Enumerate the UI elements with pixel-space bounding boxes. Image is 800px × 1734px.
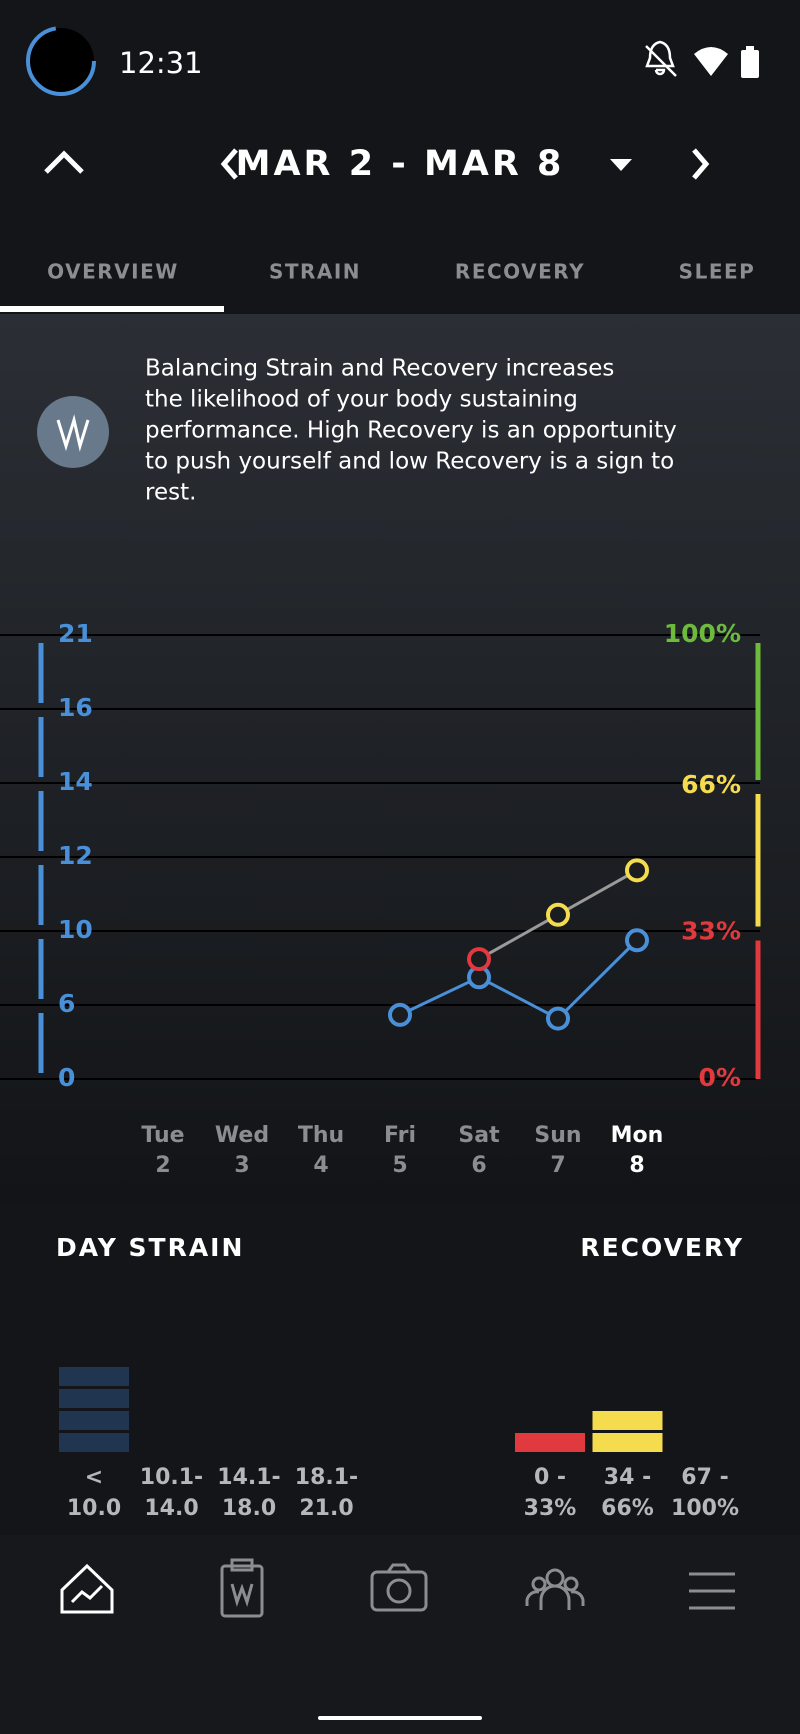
data-point bbox=[467, 947, 491, 972]
bin-block bbox=[59, 1367, 129, 1386]
x-tick-date: 6 bbox=[471, 1153, 486, 1178]
bin-label: 10.1- bbox=[140, 1465, 203, 1490]
nav-team[interactable] bbox=[525, 1568, 585, 1610]
data-point bbox=[546, 902, 570, 927]
x-tick-date: 8 bbox=[629, 1153, 644, 1178]
section-title: DAY STRAIN bbox=[56, 1233, 244, 1262]
nav-bar bbox=[0, 1535, 800, 1734]
data-point bbox=[625, 928, 649, 953]
bin-label: 14.1- bbox=[217, 1465, 280, 1490]
y-tick-label: 0 bbox=[58, 1063, 75, 1092]
info-text: rest. bbox=[145, 480, 196, 506]
section-title: RECOVERY bbox=[580, 1233, 744, 1262]
x-tick-label: Mon bbox=[611, 1123, 664, 1148]
x-tick-label: Wed bbox=[215, 1123, 269, 1148]
bin-label: 33% bbox=[524, 1496, 577, 1521]
data-point bbox=[625, 858, 649, 883]
y2-tick-label: 33% bbox=[681, 916, 741, 945]
data-point bbox=[388, 1002, 412, 1027]
bin-label: 18.1- bbox=[295, 1465, 358, 1490]
nav-journal[interactable] bbox=[220, 1558, 264, 1618]
tab[interactable]: SLEEP bbox=[679, 260, 756, 284]
panel-bg bbox=[0, 314, 800, 1204]
next-week[interactable] bbox=[692, 148, 710, 180]
x-tick-date: 3 bbox=[234, 1153, 249, 1178]
home-indicator bbox=[318, 1716, 482, 1720]
bin-label: 14.0 bbox=[144, 1496, 198, 1521]
x-tick-label: Tue bbox=[141, 1123, 184, 1148]
x-tick-date: 7 bbox=[550, 1153, 565, 1178]
tab[interactable]: OVERVIEW bbox=[47, 260, 179, 284]
tab[interactable]: STRAIN bbox=[269, 260, 361, 284]
y-tick-label: 12 bbox=[58, 841, 93, 870]
bin-block bbox=[59, 1433, 129, 1452]
x-tick-date: 4 bbox=[313, 1153, 328, 1178]
info-text: the likelihood of your body sustaining bbox=[145, 387, 578, 413]
status-icons bbox=[645, 40, 759, 78]
nav-menu[interactable] bbox=[689, 1572, 735, 1610]
x-tick-label: Thu bbox=[298, 1123, 344, 1148]
info-text: to push yourself and low Recovery is a s… bbox=[145, 449, 674, 475]
bin-label: 66% bbox=[601, 1496, 654, 1521]
x-tick-label: Sun bbox=[534, 1123, 581, 1148]
bin-bar bbox=[59, 1367, 129, 1452]
x-tick-label: Fri bbox=[384, 1123, 416, 1148]
whoop-icon bbox=[37, 396, 109, 468]
y2-tick-label: 0% bbox=[699, 1063, 741, 1092]
x-tick-label: Sat bbox=[458, 1123, 500, 1148]
y-tick-label: 6 bbox=[58, 989, 75, 1018]
bin-block bbox=[59, 1411, 129, 1430]
date-range[interactable]: MAR 2 - MAR 8 bbox=[236, 144, 565, 184]
bin-label: 67 - bbox=[681, 1465, 728, 1490]
y2-tick-label: 100% bbox=[664, 619, 741, 648]
bin-label: 34 - bbox=[604, 1465, 651, 1490]
tab[interactable]: RECOVERY bbox=[455, 260, 585, 284]
y-tick-label: 21 bbox=[58, 619, 93, 648]
y-tick-label: 14 bbox=[58, 767, 93, 796]
bin-block bbox=[592, 1433, 663, 1452]
tab-underline bbox=[0, 306, 224, 312]
bin-block bbox=[59, 1389, 129, 1408]
y-tick-label: 10 bbox=[58, 915, 93, 944]
bin-label: 10.0 bbox=[67, 1496, 121, 1521]
collapse-button[interactable] bbox=[44, 150, 84, 174]
bin-label: 21.0 bbox=[299, 1496, 353, 1521]
strain-ring bbox=[26, 26, 96, 96]
nav-home[interactable] bbox=[60, 1563, 114, 1614]
bin-label: < bbox=[85, 1465, 103, 1490]
info-text: Balancing Strain and Recovery increases bbox=[145, 356, 614, 382]
prev-week[interactable] bbox=[220, 148, 238, 180]
series-line bbox=[399, 939, 639, 1021]
nav-camera[interactable] bbox=[370, 1563, 428, 1612]
info-text: performance. High Recovery is an opportu… bbox=[145, 418, 677, 444]
bin-label: 18.0 bbox=[222, 1496, 276, 1521]
bin-label: 100% bbox=[671, 1496, 739, 1521]
date-dropdown[interactable] bbox=[610, 159, 632, 171]
bin-block bbox=[515, 1433, 585, 1452]
bin-label: 0 - bbox=[534, 1465, 566, 1490]
bin-block bbox=[592, 1411, 663, 1430]
bin-bar bbox=[592, 1411, 663, 1452]
data-point bbox=[546, 1006, 570, 1031]
x-tick-date: 5 bbox=[392, 1153, 407, 1178]
y-tick-label: 16 bbox=[58, 693, 93, 722]
x-tick-date: 2 bbox=[155, 1153, 170, 1178]
time: 12:31 bbox=[119, 46, 203, 80]
y2-tick-label: 66% bbox=[681, 770, 741, 799]
bin-bar bbox=[515, 1433, 585, 1452]
whoop-logo bbox=[56, 414, 90, 452]
